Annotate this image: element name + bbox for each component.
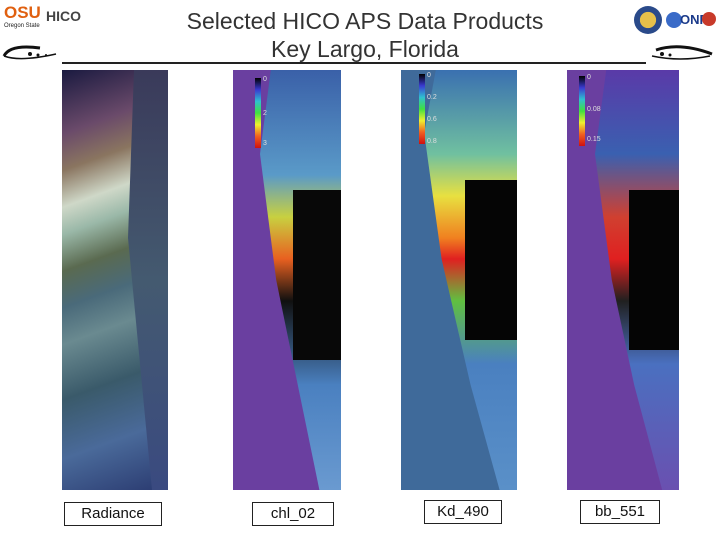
osu-logo-subtext: Oregon State <box>4 23 40 29</box>
osu-logo: OSU Oregon State <box>4 4 42 34</box>
chl-02-image: 0 2 3 <box>233 70 341 490</box>
hico-logo: HICO <box>46 8 81 24</box>
onr-logo-text: ONR <box>680 12 709 27</box>
bb-551-scale-0: 0 <box>587 74 591 81</box>
kd-490-scale-2: 0.6 <box>427 116 437 123</box>
bb-551-colorbar <box>579 76 585 146</box>
osu-logo-text: OSU <box>4 3 41 22</box>
chl-02-label: chl_02 <box>252 502 334 526</box>
orbit-swoosh-icon-right <box>651 45 713 60</box>
chl-02-scale-0: 0 <box>263 76 267 83</box>
orbit-swoosh-icon-left <box>2 45 57 60</box>
kd-490-label: Kd_490 <box>424 500 502 524</box>
onr-logo: ONR <box>666 10 716 32</box>
kd-490-scale-1: 0.2 <box>427 94 437 101</box>
seal-logo <box>634 6 662 34</box>
radiance-image <box>62 70 168 490</box>
bb-551-scale-2: 0.15 <box>587 136 601 143</box>
kd-490-scale-0: 0 <box>427 72 431 79</box>
title-divider <box>62 62 646 64</box>
kd-490-scale-3: 0.8 <box>427 138 437 145</box>
bb-551-image: 0 0.08 0.15 <box>567 70 679 490</box>
radiance-label: Radiance <box>64 502 162 526</box>
page-title-line1: Selected HICO APS Data Products <box>186 8 544 34</box>
kd-490-image: 0 0.2 0.6 0.8 <box>401 70 517 490</box>
kd-490-colorbar <box>419 74 425 144</box>
bb-551-scale-1: 0.08 <box>587 106 601 113</box>
chl-02-colorbar <box>255 78 261 148</box>
page-title-line2: Key Largo, Florida <box>271 36 459 62</box>
bb-551-label: bb_551 <box>580 500 660 524</box>
chl-02-scale-1: 2 <box>263 110 267 117</box>
chl-02-scale-2: 3 <box>263 140 267 147</box>
